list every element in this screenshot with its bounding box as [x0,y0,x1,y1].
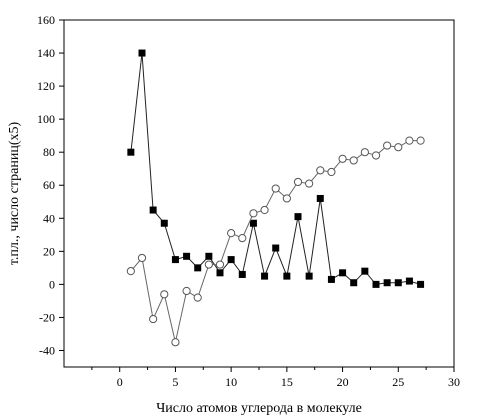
series-1-point [361,267,369,275]
x-tick-label: 15 [281,375,293,389]
y-tick-label: 140 [37,46,55,60]
series-2-point [371,151,381,160]
series-2-point [126,267,135,276]
y-axis-ticks: -40 -20 0 20 40 60 80 100 120 140 160 [37,13,64,357]
series-2-point [416,136,425,145]
y-tick-label: 40 [43,211,55,225]
series-1-point [127,148,135,156]
y-tick-label: -40 [39,343,55,357]
series-2-point [405,136,414,145]
series-1-point [405,277,413,285]
series-2-point [149,314,158,324]
series-1-point [249,219,257,227]
x-tick-label: 10 [225,375,237,389]
series-2-point [182,286,191,296]
series-1-point [171,256,179,264]
series-2-point [137,253,147,263]
x-axis-title: Число атомов углерода в молекуле [156,401,362,416]
series-1-point [327,275,335,283]
series-line-2 [130,140,421,343]
series-1-point [227,256,235,264]
x-tick-label: 20 [337,375,349,389]
series-2-point [394,143,403,152]
series-1-point [283,272,291,280]
series-1-point [138,49,146,57]
series-2-point [260,205,269,215]
y-tick-label: 100 [37,112,55,126]
y-tick-label: 80 [43,145,55,159]
series-layer [126,49,425,347]
y-tick-label: 60 [43,178,55,192]
series-2-point [349,156,358,165]
series-2-point [338,154,347,163]
y-tick-label: 20 [43,244,55,258]
series-2-point [204,260,213,269]
series-2-point [360,148,369,157]
series-1-point [238,270,246,278]
x-tick-label: 5 [172,375,178,389]
series-1-point [149,206,157,214]
series-1-point [205,252,213,260]
series-2-point [383,141,392,150]
y-tick-label: 0 [49,277,55,291]
series-2-point [215,260,225,269]
series-2-point [249,209,258,218]
series-2-point [227,229,236,238]
series-2-point [282,194,291,203]
series-2-point [293,177,303,187]
series-2-point [327,167,336,177]
series-1-point [183,252,191,260]
y-axis-title: т.пл., число страниц(x5) [7,122,22,266]
series-1-point [316,194,324,202]
series-1-point [194,264,202,272]
series-1-point [294,213,302,221]
series-1-point [272,244,280,252]
series-2-point [305,179,314,188]
series-1-point [160,219,168,227]
plot-border [63,19,455,368]
series-1-point [350,279,358,287]
series-1-point [417,280,425,288]
x-tick-label: 30 [448,375,460,389]
y-tick-label: 160 [37,13,55,27]
series-1-point [394,279,402,287]
series-1-point [372,280,380,288]
series-1-point [383,279,391,287]
plot-frame [63,19,455,368]
x-axis-ticks: 0 5 10 15 20 25 30 [91,367,460,389]
series-1-point [305,272,313,280]
series-2-point [316,166,325,175]
x-tick-label: 25 [392,375,404,389]
series-2-point [271,184,280,193]
series-2-point [160,290,169,299]
series-1-point [339,269,347,277]
series-2-point [193,293,202,302]
series-2-point [238,234,247,243]
series-1-point [216,269,224,277]
x-tick-label: 0 [117,375,123,389]
y-tick-label: 120 [37,79,55,93]
series-2-point [171,338,180,347]
y-tick-label: -20 [39,310,55,324]
series-1-point [261,272,269,280]
